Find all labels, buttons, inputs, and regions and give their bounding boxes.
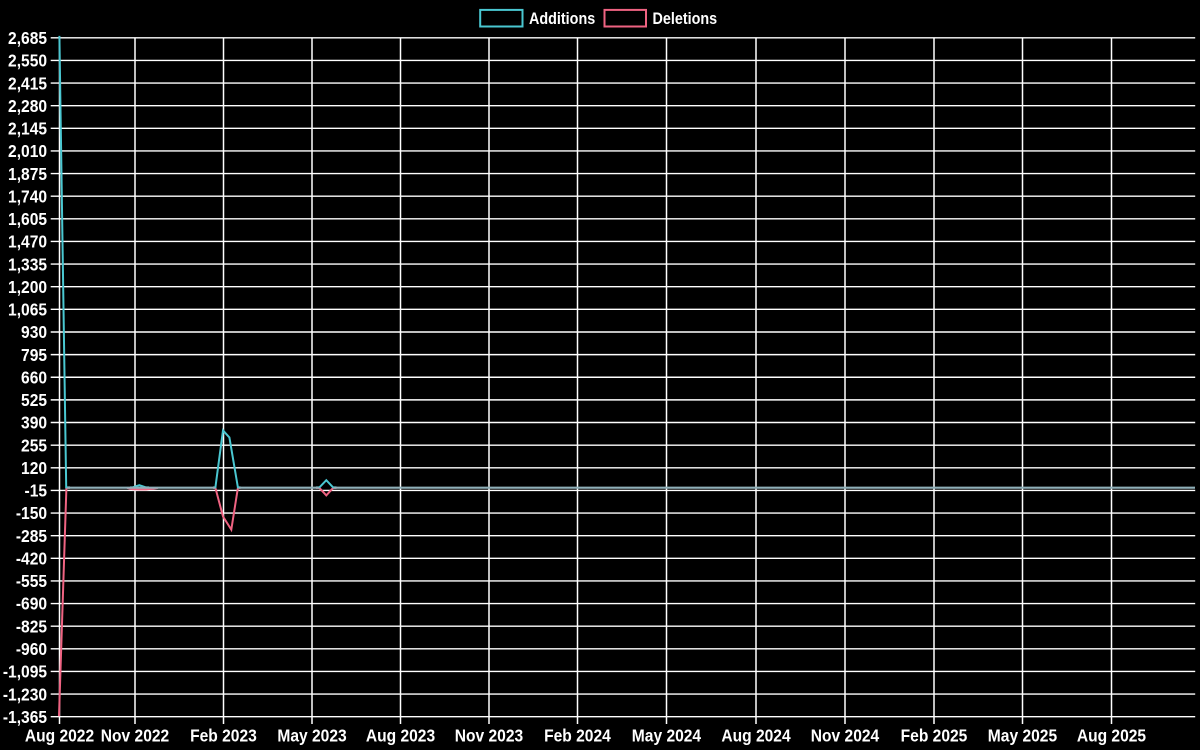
svg-text:120: 120 <box>21 458 47 478</box>
svg-text:1,065: 1,065 <box>8 300 47 320</box>
svg-text:Additions: Additions <box>529 10 595 28</box>
svg-text:Aug 2022: Aug 2022 <box>25 726 94 746</box>
svg-text:Aug 2025: Aug 2025 <box>1077 726 1146 746</box>
svg-text:525: 525 <box>21 390 47 410</box>
svg-text:1,740: 1,740 <box>8 186 47 206</box>
svg-text:-1,365: -1,365 <box>3 707 47 727</box>
svg-text:2,550: 2,550 <box>8 51 47 71</box>
svg-text:-285: -285 <box>16 526 47 546</box>
svg-text:795: 795 <box>21 345 47 365</box>
svg-text:1,605: 1,605 <box>8 209 47 229</box>
svg-text:-420: -420 <box>16 549 47 569</box>
svg-text:2,280: 2,280 <box>8 96 47 116</box>
svg-text:1,470: 1,470 <box>8 232 47 252</box>
svg-text:Feb 2024: Feb 2024 <box>544 726 611 746</box>
svg-text:May 2023: May 2023 <box>277 726 346 746</box>
svg-text:930: 930 <box>21 322 47 342</box>
svg-text:Aug 2023: Aug 2023 <box>366 726 435 746</box>
svg-text:-15: -15 <box>25 481 48 501</box>
svg-text:1,875: 1,875 <box>8 164 47 184</box>
svg-text:660: 660 <box>21 367 47 387</box>
svg-text:2,145: 2,145 <box>8 119 47 139</box>
svg-text:2,415: 2,415 <box>8 73 47 93</box>
svg-text:2,685: 2,685 <box>8 28 47 48</box>
svg-text:Feb 2023: Feb 2023 <box>190 726 257 746</box>
svg-text:-825: -825 <box>16 616 47 636</box>
svg-text:-150: -150 <box>16 503 47 523</box>
svg-text:1,200: 1,200 <box>8 277 47 297</box>
svg-text:Nov 2022: Nov 2022 <box>101 726 169 746</box>
svg-text:Nov 2024: Nov 2024 <box>811 726 880 746</box>
svg-text:Nov 2023: Nov 2023 <box>455 726 523 746</box>
svg-text:May 2024: May 2024 <box>632 726 702 746</box>
svg-text:-1,230: -1,230 <box>3 684 47 704</box>
svg-text:Aug 2024: Aug 2024 <box>721 726 791 746</box>
svg-text:-960: -960 <box>16 639 47 659</box>
svg-text:2,010: 2,010 <box>8 141 47 161</box>
svg-text:-555: -555 <box>16 571 47 591</box>
svg-text:-690: -690 <box>16 594 47 614</box>
svg-text:-1,095: -1,095 <box>3 662 47 682</box>
svg-text:Feb 2025: Feb 2025 <box>901 726 968 746</box>
svg-text:255: 255 <box>21 435 47 455</box>
svg-text:1,335: 1,335 <box>8 254 47 274</box>
svg-text:May 2025: May 2025 <box>988 726 1057 746</box>
svg-text:Deletions: Deletions <box>653 10 718 28</box>
svg-text:390: 390 <box>21 413 47 433</box>
